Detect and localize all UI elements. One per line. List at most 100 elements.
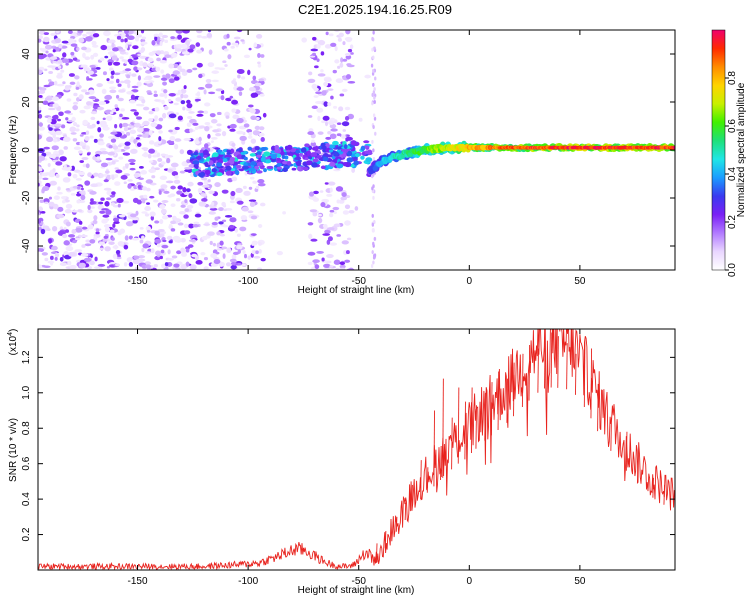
spectrogram-noise-cell (113, 217, 119, 222)
spectrogram-noise-cell (206, 32, 213, 38)
snr-spike (663, 484, 665, 505)
spectrogram-noise-cell (63, 240, 70, 246)
spectrogram-noise-cell (104, 246, 111, 252)
spectrogram-noise-cell (229, 258, 237, 263)
spectrogram-noise-cell (104, 226, 111, 233)
spectrogram-noise-cell (198, 136, 202, 142)
spectrogram-noise-cell (231, 108, 237, 113)
spectrogram-noise-cell (38, 226, 42, 231)
spectrogram-noise-cell (218, 221, 224, 225)
spectrogram-noise-cell (236, 68, 245, 74)
spectrogram-noise-cell (180, 39, 186, 43)
spectrogram-noise-cell (258, 242, 262, 246)
snr-xtick-label: -50 (351, 576, 366, 587)
spectrogram-band-cell (329, 161, 336, 167)
spectrogram-noise-cell (92, 52, 99, 58)
spectrogram-noise-cell (70, 192, 76, 196)
spectrogram-noise-cell (149, 169, 153, 174)
spectrogram-noise-cell (259, 202, 266, 207)
spectrogram-noise-cell (149, 182, 157, 186)
spectrogram-noise-cell (84, 180, 91, 186)
snr-series-line (38, 329, 675, 570)
spectrogram-noise-cell (180, 100, 186, 105)
spectrogram-noise-cell (84, 243, 92, 247)
spectrogram-band-cell (216, 162, 222, 167)
spectrogram-noise-cell (371, 222, 375, 227)
spectrogram-noise-cell (78, 37, 85, 43)
spectrogram-band-cell (234, 170, 240, 175)
spectrogram-noise-cell (38, 148, 45, 154)
spectrogram-noise-cell (301, 37, 308, 43)
spectrogram-noise-cell (110, 202, 116, 206)
spectrogram-noise-cell (348, 209, 355, 214)
spectrogram-band-cell (354, 152, 360, 158)
spectrogram-noise-cell (250, 215, 258, 220)
spectrogram-noise-cell (166, 214, 173, 218)
spectrogram-noise-cell (43, 32, 50, 36)
snr-spike (625, 431, 628, 471)
spectrogram-noise-cell (208, 91, 216, 95)
spectrogram-noise-cell (241, 263, 246, 267)
spectrogram-noise-cell (100, 162, 109, 168)
spectrogram-noise-cell (89, 260, 95, 266)
spectrogram-noise-cell (197, 110, 205, 114)
spectrogram-noise-cell (145, 202, 151, 205)
spectrogram-noise-cell (129, 55, 133, 59)
spectrogram-noise-cell (63, 167, 72, 171)
spectrogram-noise-cell (191, 253, 198, 258)
spectrogram-noise-cell (144, 264, 152, 269)
spectrogram-noise-cell (143, 77, 149, 81)
spectrogram-noise-cell (372, 82, 375, 87)
spectrogram-noise-cell (227, 54, 232, 60)
spectrogram-noise-cell (312, 52, 317, 56)
spectrogram-noise-cell (340, 196, 348, 201)
snr-spike (652, 477, 654, 498)
spectrogram-noise-cell (203, 89, 207, 95)
spectrogram-noise-cell (82, 119, 89, 125)
spectrogram-noise-cell (144, 206, 151, 212)
spectrogram-noise-cell (334, 59, 340, 64)
spectrogram-noise-cell (91, 30, 96, 34)
spectrogram-noise-cell (208, 211, 216, 215)
spectrogram-noise-cell (196, 30, 203, 34)
spectrogram-noise-cell (38, 248, 43, 252)
spectrogram-noise-cell (163, 105, 169, 111)
spectrogram-noise-cell (73, 92, 78, 97)
spectrogram-noise-cell (315, 100, 323, 104)
spectrogram-noise-cell (72, 239, 77, 244)
spectrogram-noise-cell (42, 185, 50, 192)
spectrogram-band-cell (304, 157, 309, 161)
spectrogram-noise-cell (248, 131, 253, 136)
spectrogram-noise-cell (55, 130, 63, 136)
spectrogram-noise-cell (249, 176, 255, 180)
spectrogram-noise-cell (142, 186, 148, 191)
spectrogram-noise-cell (239, 226, 247, 232)
spectrogram-noise-cell (327, 236, 333, 242)
spectrogram-noise-cell (173, 102, 179, 106)
spectrogram-noise-cell (77, 150, 83, 154)
spectrogram-noise-cell (62, 177, 71, 183)
spectrogram-noise-cell (64, 208, 72, 214)
spectrogram-noise-cell (160, 161, 166, 165)
spectrogram-noise-cell (100, 44, 108, 51)
spectrogram-noise-cell (309, 209, 318, 213)
spectrogram-noise-cell (311, 139, 315, 143)
spectrogram-band-cell (242, 165, 249, 170)
spectrogram-noise-cell (68, 85, 72, 88)
spectrogram-noise-cell (201, 184, 210, 188)
spectrogram-noise-cell (48, 153, 57, 159)
spectrogram-noise-cell (87, 266, 93, 270)
spectrogram-noise-cell (243, 54, 251, 59)
spectrogram-noise-cell (74, 237, 80, 241)
spectrogram-noise-cell (99, 173, 104, 178)
spectrogram-noise-cell (104, 201, 110, 207)
spectrogram-noise-cell (136, 127, 144, 133)
snr-spike (590, 348, 593, 419)
spectrogram-noise-cell (320, 69, 324, 73)
spectrogram-band-cell (311, 162, 318, 168)
spectrogram-noise-cell (55, 161, 63, 166)
spectrogram-band-cell (226, 149, 231, 153)
spectrogram-noise-cell (155, 50, 162, 55)
spectrogram-noise-cell (336, 122, 342, 125)
spectrogram-noise-cell (161, 244, 169, 249)
